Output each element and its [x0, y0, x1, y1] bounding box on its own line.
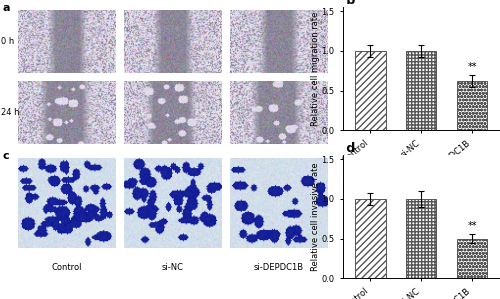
Text: **: **	[468, 221, 477, 231]
Bar	[355, 51, 386, 130]
Bar	[457, 239, 488, 278]
Text: si-NC: si-NC	[161, 263, 183, 272]
Text: 24 h: 24 h	[1, 108, 20, 117]
Y-axis label: Relative cell migration rate: Relative cell migration rate	[310, 12, 320, 126]
Text: Control: Control	[51, 263, 82, 272]
Text: a: a	[2, 3, 10, 13]
Text: 0 h: 0 h	[1, 37, 14, 46]
Text: c: c	[2, 151, 9, 161]
Bar	[406, 51, 436, 130]
Bar	[355, 199, 386, 278]
Y-axis label: Relative cell invasive rate: Relative cell invasive rate	[310, 162, 320, 271]
Text: **: **	[468, 62, 477, 71]
Bar	[457, 81, 488, 130]
Text: si-DEPDC1B: si-DEPDC1B	[253, 263, 304, 272]
Text: d: d	[342, 143, 356, 155]
Bar	[406, 199, 436, 278]
Text: b: b	[342, 0, 356, 7]
